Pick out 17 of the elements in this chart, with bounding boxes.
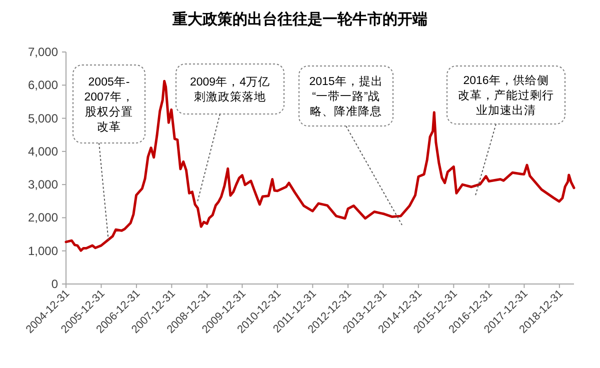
y-tick-label: 6,000 xyxy=(28,78,58,92)
y-tick-label: 7,000 xyxy=(28,45,58,59)
y-tick-label: 4,000 xyxy=(28,144,58,158)
annotation: 2015年，提出“一带一路”战略、降准降息 xyxy=(309,75,383,118)
annotation: 2016年，供给侧改革，产能过剩行业加速出清 xyxy=(458,74,554,117)
y-tick-label: 1,000 xyxy=(28,244,58,258)
annotation: 2009年，4万亿刺激政策落地 xyxy=(190,76,270,104)
annotation: 2005年-2007年，股权分置改革 xyxy=(84,76,134,134)
y-tick-label: 5,000 xyxy=(28,111,58,126)
annotation: 2016年，供给侧改革，产能过剩行业加速出清 xyxy=(446,66,566,198)
chart-title: 重大政策的出台往往是一轮牛市的开端 xyxy=(172,10,428,28)
y-tick-label: 3,000 xyxy=(28,178,58,192)
annotation: 2005年-2007年，股权分置改革 xyxy=(72,64,146,240)
annotation: 2015年，提出“一带一路”战略、降准降息 xyxy=(298,66,402,226)
y-tick-label: 0 xyxy=(51,277,58,291)
y-tick-label: 2,000 xyxy=(28,210,58,225)
annotation: 2009年，4万亿刺激政策落地 xyxy=(176,64,284,204)
